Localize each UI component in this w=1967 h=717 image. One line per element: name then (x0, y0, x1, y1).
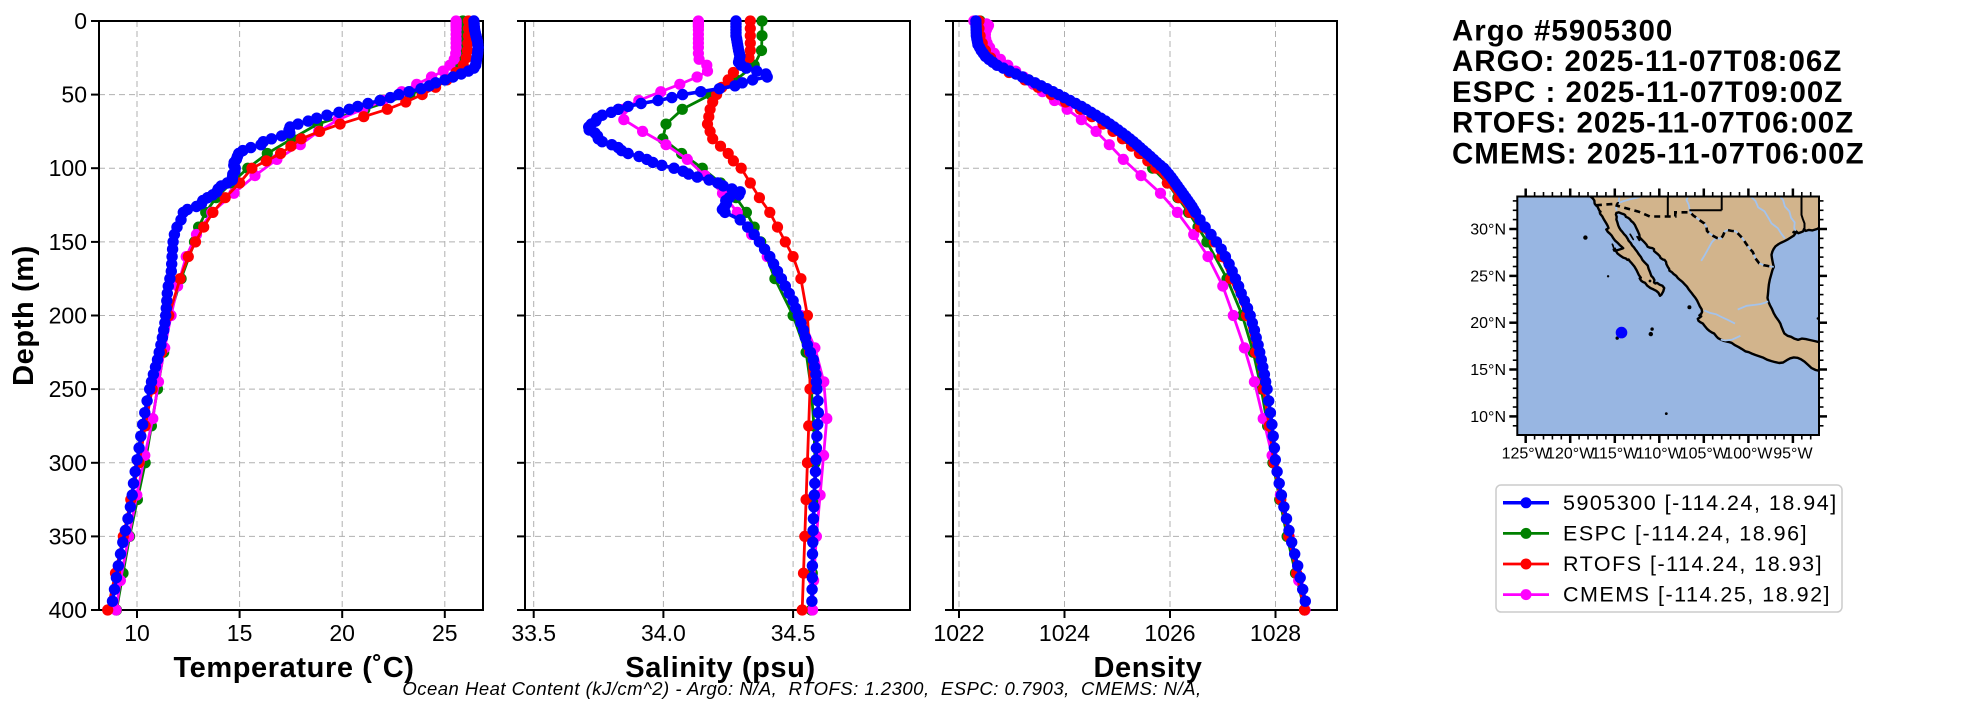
svg-text:110°W: 110°W (1636, 446, 1684, 463)
svg-text:ESPC : 2025-11-07T09:00Z: ESPC : 2025-11-07T09:00Z (1452, 76, 1843, 109)
svg-text:Ocean Heat Content (kJ/cm^2) -: Ocean Heat Content (kJ/cm^2) - Argo: N/A… (402, 678, 1201, 699)
svg-text:1022: 1022 (933, 620, 984, 646)
svg-text:50: 50 (61, 82, 87, 108)
svg-text:25°N: 25°N (1470, 268, 1506, 285)
svg-text:Salinity (psu): Salinity (psu) (625, 652, 815, 684)
svg-text:34.5: 34.5 (771, 620, 816, 646)
svg-text:34.0: 34.0 (641, 620, 686, 646)
svg-text:1028: 1028 (1250, 620, 1301, 646)
svg-text:CMEMS [-114.25, 18.92]: CMEMS [-114.25, 18.92] (1563, 583, 1831, 607)
svg-text:1026: 1026 (1144, 620, 1195, 646)
svg-text:15: 15 (227, 620, 253, 646)
svg-text:250: 250 (49, 376, 87, 402)
svg-text:15°N: 15°N (1470, 362, 1506, 379)
svg-text:100: 100 (49, 155, 87, 181)
svg-text:115°W: 115°W (1591, 446, 1639, 463)
svg-text:25: 25 (432, 620, 458, 646)
svg-text:100°W: 100°W (1724, 446, 1773, 463)
svg-text:20: 20 (329, 620, 355, 646)
svg-text:10: 10 (124, 620, 150, 646)
svg-text:CMEMS: 2025-11-07T06:00Z: CMEMS: 2025-11-07T06:00Z (1452, 137, 1865, 170)
svg-text:200: 200 (49, 303, 87, 329)
svg-text:ARGO: 2025-11-07T08:06Z: ARGO: 2025-11-07T08:06Z (1452, 45, 1842, 78)
svg-text:10°N: 10°N (1470, 409, 1506, 426)
svg-text:105°W: 105°W (1680, 446, 1729, 463)
svg-text:400: 400 (49, 597, 87, 623)
svg-text:RTOFS: 2025-11-07T06:00Z: RTOFS: 2025-11-07T06:00Z (1452, 107, 1854, 140)
svg-text:Temperature (˚C): Temperature (˚C) (173, 652, 414, 684)
svg-text:Density: Density (1094, 652, 1203, 684)
svg-text:ESPC [-114.24, 18.96]: ESPC [-114.24, 18.96] (1563, 521, 1808, 545)
svg-text:300: 300 (49, 450, 87, 476)
svg-text:1024: 1024 (1039, 620, 1090, 646)
svg-text:Depth (m): Depth (m) (8, 245, 40, 386)
svg-text:95°W: 95°W (1773, 446, 1813, 463)
svg-text:5905300 [-114.24, 18.94]: 5905300 [-114.24, 18.94] (1563, 491, 1838, 515)
svg-text:125°W: 125°W (1502, 446, 1551, 463)
svg-text:350: 350 (49, 523, 87, 549)
svg-text:33.5: 33.5 (511, 620, 556, 646)
svg-text:0: 0 (74, 8, 87, 34)
svg-text:20°N: 20°N (1470, 315, 1506, 332)
svg-text:120°W: 120°W (1546, 446, 1595, 463)
svg-text:RTOFS [-114.24, 18.93]: RTOFS [-114.24, 18.93] (1563, 552, 1823, 576)
svg-text:30°N: 30°N (1470, 222, 1506, 239)
svg-text:Argo #5905300: Argo #5905300 (1452, 15, 1673, 48)
svg-text:150: 150 (49, 229, 87, 255)
